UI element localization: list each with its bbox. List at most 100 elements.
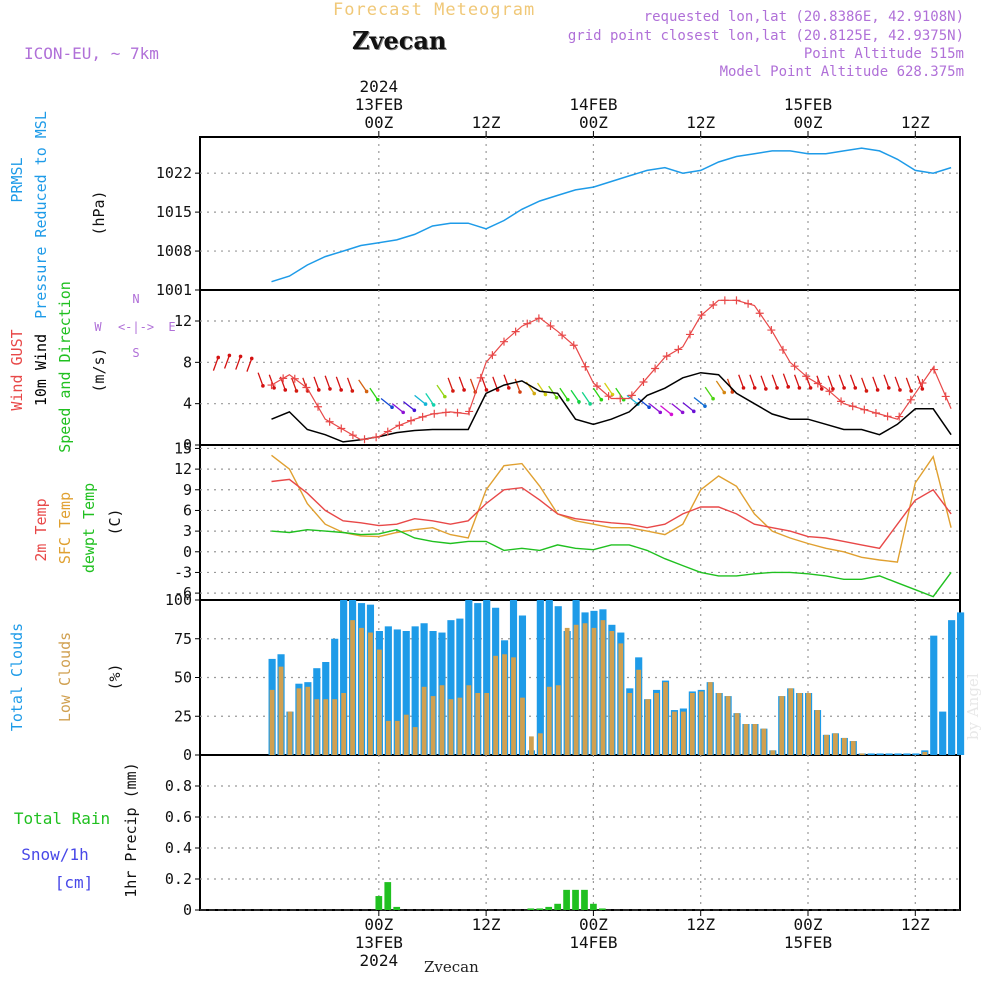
- wind-direction-arrow: [458, 376, 465, 391]
- wind-arrow-head: [462, 388, 466, 392]
- wind-arrow-head: [797, 386, 802, 390]
- low-cloud-bar: [296, 688, 302, 755]
- wind-arrow-head: [610, 392, 615, 397]
- low-cloud-bar: [529, 736, 534, 755]
- wind-arrow-head: [423, 402, 428, 406]
- wind-arrow-head: [647, 405, 651, 410]
- wind-arrow-head: [317, 388, 321, 392]
- wind10m-label: 10m Wind: [32, 334, 50, 406]
- low-cloud-bar: [493, 655, 499, 755]
- gust-marker: [639, 377, 648, 386]
- y-tick-label: 0.4: [165, 839, 192, 857]
- wind-direction-arrow: [414, 394, 426, 405]
- top-hour-label: 00Z: [579, 113, 608, 132]
- total-cloud-bar: [456, 618, 464, 755]
- wind-arrow-head: [272, 386, 276, 390]
- y-tick-label: 0: [183, 436, 192, 454]
- y-tick-label: 9: [183, 481, 192, 499]
- sfc-temp-label: SFC Temp: [56, 492, 74, 564]
- low-cloud-bar: [278, 666, 284, 755]
- wind-arrow-head: [375, 397, 380, 402]
- low-cloud-bar: [520, 697, 525, 755]
- wind-arrow-head: [328, 387, 332, 391]
- wind-direction-arrow: [738, 374, 745, 389]
- low-cloud-bar: [421, 686, 427, 755]
- rain-bar: [599, 908, 606, 910]
- wind-direction-arrow: [648, 403, 661, 413]
- low-cloud-bar: [600, 620, 606, 755]
- gust-marker: [767, 326, 776, 335]
- low-cloud-bar: [537, 733, 543, 755]
- dewpt-line: [271, 528, 952, 598]
- low-cloud-bar: [725, 696, 731, 755]
- wind-arrow-head: [711, 396, 715, 401]
- low-cloud-bar: [466, 685, 472, 755]
- rain-bar: [384, 882, 392, 910]
- gust-marker: [383, 427, 392, 436]
- wind-direction-arrow: [604, 382, 614, 395]
- gust-marker: [453, 408, 462, 417]
- rain-bar: [393, 906, 401, 910]
- total-cloud-bar: [903, 753, 911, 755]
- wind-arrow-head: [238, 354, 243, 359]
- gust-marker: [279, 374, 288, 383]
- y-tick-label: 0.6: [165, 808, 192, 826]
- wind-arrow-head: [887, 386, 891, 390]
- low-cloud-bar: [779, 696, 785, 755]
- wind-direction-arrow: [559, 387, 569, 401]
- wind-direction-arrow: [660, 405, 672, 415]
- wind-direction-arrow: [615, 387, 625, 401]
- gust-marker: [500, 337, 508, 346]
- cloud-unit: (%): [106, 663, 124, 690]
- wind-arrow-head: [339, 388, 343, 392]
- y-tick-label: 12: [174, 460, 192, 478]
- low-cloud-bar: [439, 685, 445, 755]
- wind-direction-arrow: [257, 372, 264, 387]
- low-cloud-bar: [368, 632, 373, 755]
- gust-marker: [465, 407, 474, 416]
- wind-arrow-head: [898, 388, 902, 392]
- wind-direction-arrow: [816, 375, 823, 390]
- low-cloud-bar: [815, 710, 820, 755]
- wind-arrow-head: [599, 397, 604, 402]
- top-date-label: 13FEB: [355, 95, 403, 114]
- wind-direction-arrow: [235, 356, 242, 370]
- low-cloud-bar: [564, 627, 570, 755]
- wind-arrow-head: [565, 397, 570, 402]
- total-cloud-bar: [331, 638, 339, 755]
- wind-arrow-head: [412, 408, 417, 413]
- wind-direction-arrow: [335, 376, 342, 391]
- bottom-hour-label: 00Z: [579, 915, 608, 934]
- gust-marker: [871, 408, 880, 417]
- wind-direction-arrow: [861, 377, 868, 392]
- low-cloud-bar: [922, 751, 928, 755]
- wind-arrow-head: [261, 384, 265, 388]
- low-cloud-bar: [573, 624, 579, 755]
- low-cloud-bar: [582, 623, 588, 755]
- wind-arrow-head: [853, 386, 858, 390]
- gust-marker: [732, 296, 741, 305]
- top-hour-label: 12Z: [472, 113, 501, 132]
- rain-bar: [375, 896, 383, 910]
- bottom-year-label: 2024: [360, 951, 399, 970]
- low-cloud-bar: [824, 734, 829, 755]
- wind-arrow-head: [764, 387, 768, 391]
- bottom-date-label: 13FEB: [355, 933, 403, 952]
- low-cloud-bar: [627, 693, 633, 755]
- gust-marker: [802, 372, 811, 381]
- pressure-label: PRMSL: [8, 157, 26, 202]
- top-date-label: 14FEB: [569, 95, 617, 114]
- low-cloud-bar: [403, 714, 409, 755]
- gust-marker: [778, 345, 787, 354]
- wind-arrow-head: [364, 389, 369, 394]
- gust-marker: [372, 433, 381, 442]
- gust-marker: [325, 417, 334, 426]
- y-tick-label: 75: [174, 630, 192, 648]
- total-cloud-bar: [867, 753, 875, 755]
- rain-bar: [554, 903, 561, 910]
- wind-direction-arrow: [514, 378, 521, 393]
- total-cloud-bar: [912, 753, 920, 755]
- gust-marker: [302, 383, 311, 392]
- wind-arrow-head: [680, 410, 685, 415]
- gust-marker: [360, 435, 369, 444]
